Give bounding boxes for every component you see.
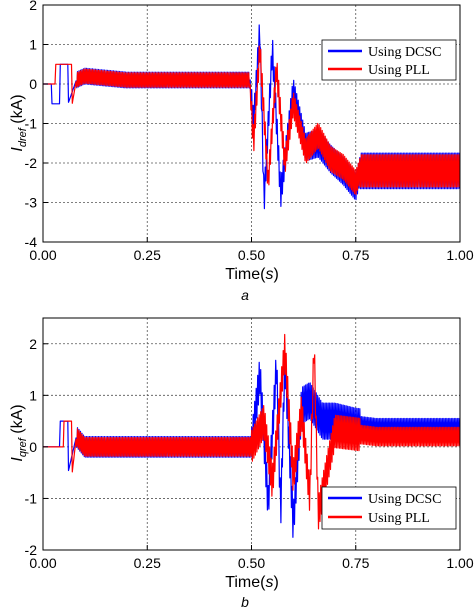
panel-a-y-tick-label: -2 xyxy=(25,155,38,171)
panel-b-caption: b xyxy=(241,594,249,610)
panel-b-y-tick-label: 0 xyxy=(29,439,37,455)
panel-a: 0.00 0.25 0.50 0.75 1.00 -4 -3 -2 -1 0 1 2 Time(s)… xyxy=(9,0,474,303)
panel-b-legend-label-pll: Using PLL xyxy=(368,511,430,526)
panel-a-ylabel: Idref (kA) xyxy=(9,94,29,151)
panel-a-x-axis: 0.00 0.25 0.50 0.75 1.00 xyxy=(29,237,474,263)
panel-b-y-tick-label: -2 xyxy=(25,542,38,558)
panel-a-series xyxy=(43,24,461,210)
panel-b: 0.00 0.25 0.50 0.75 1.00 -2 -1 0 1 2 Time(s) Iqr… xyxy=(9,317,474,610)
panel-b-legend-box xyxy=(321,486,457,530)
panel-b-x-tick-label: 1.00 xyxy=(446,555,473,571)
panel-b-legend-label-dcsc: Using DCSC xyxy=(368,492,442,507)
panel-b-x-tick-label: 0.50 xyxy=(238,555,265,571)
panel-b-series xyxy=(43,333,461,538)
panel-a-x-tick-label: 0.00 xyxy=(29,247,56,263)
panel-a-legend-box xyxy=(321,39,457,81)
panel-a-x-tick-label: 0.50 xyxy=(238,247,265,263)
panel-a-legend-label-dcsc: Using DCSC xyxy=(368,45,442,60)
panel-a-x-tick-label: 0.25 xyxy=(134,247,161,263)
panel-b-x-axis: 0.00 0.25 0.50 0.75 1.00 xyxy=(29,545,474,571)
panel-b-legend: Using DCSC Using PLL xyxy=(321,486,457,530)
panel-b-ylabel: Iqref (kA) xyxy=(9,404,29,461)
panel-a-xlabel: Time(s) xyxy=(225,266,279,283)
panel-a-legend: Using DCSC Using PLL xyxy=(321,39,457,81)
panel-b-x-tick-label: 0.75 xyxy=(342,555,369,571)
panel-b-y-tick-label: 2 xyxy=(29,336,37,352)
panel-a-series-pll-line xyxy=(43,45,461,196)
panel-b-xlabel: Time(s) xyxy=(225,574,279,591)
panel-a-y-tick-label: -1 xyxy=(25,116,38,132)
panel-a-caption: a xyxy=(241,287,249,303)
panel-a-y-tick-label: 0 xyxy=(29,76,37,92)
panel-b-series-pll-line xyxy=(43,333,461,530)
panel-a-y-tick-label: -4 xyxy=(25,234,38,250)
panel-b-y-tick-label: 1 xyxy=(29,387,37,403)
panel-a-x-tick-label: 1.00 xyxy=(446,247,473,263)
panel-a-x-tick-label: 0.75 xyxy=(342,247,369,263)
panel-a-y-axis: -4 -3 -2 -1 0 1 2 xyxy=(25,0,48,250)
panel-a-y-tick-label: -3 xyxy=(25,195,38,211)
panel-b-x-tick-label: 0.25 xyxy=(134,555,161,571)
panel-b-y-axis: -2 -1 0 1 2 xyxy=(25,336,48,558)
panel-b-x-tick-label: 0.00 xyxy=(29,555,56,571)
panel-b-y-tick-label: -1 xyxy=(25,490,38,506)
panel-a-y-tick-label: 2 xyxy=(29,0,37,13)
panel-a-y-tick-label: 1 xyxy=(29,37,37,53)
panel-a-legend-label-pll: Using PLL xyxy=(368,63,430,78)
